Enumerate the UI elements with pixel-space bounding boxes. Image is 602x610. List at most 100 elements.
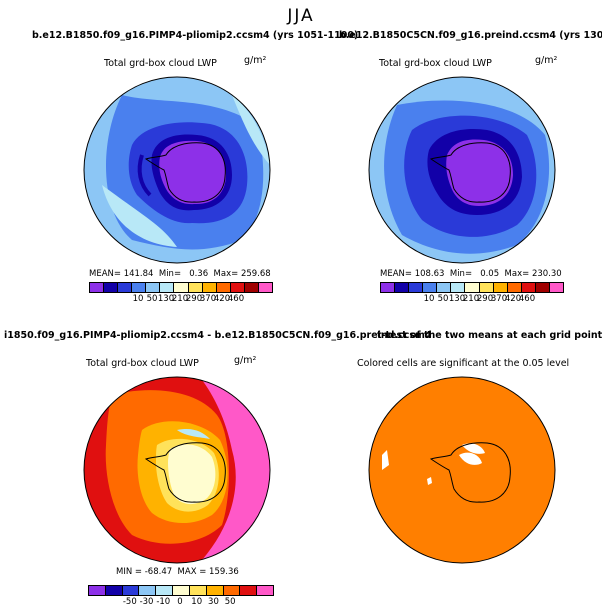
colorbar-label: 370: [199, 294, 217, 304]
colorbar-swatch: [104, 283, 119, 292]
panel2-subtitle: Total grd-box cloud LWP: [379, 58, 492, 69]
colorbar-swatch: [244, 283, 259, 292]
panel4-border: [368, 376, 556, 564]
colorbar-swatch: [240, 586, 258, 595]
panel4-fill-notsig-5: [427, 477, 432, 485]
season-title: JJA: [287, 6, 315, 26]
panel1-title: b.e12.B1850.f09_g16.PIMP4-pliomip2.ccsm4…: [32, 30, 359, 41]
colorbar-swatch: [156, 586, 174, 595]
panel4-subtitle: Colored cells are significant at the 0.0…: [357, 358, 570, 369]
colorbar-label: 50: [224, 597, 236, 607]
colorbar-label: 370: [490, 294, 508, 304]
colorbar-label: 10: [132, 294, 144, 304]
panel1-fill-light: [102, 185, 177, 247]
colorbar-swatch: [173, 586, 190, 595]
panel4-fill-notsig-1: [462, 443, 485, 454]
colorbar-label: 50: [437, 294, 449, 304]
colorbar-swatch: [409, 283, 424, 292]
panel2-title: b.e12.B1850C5CN.f09_g16.preind.ccsm4 (yr…: [339, 30, 602, 41]
panel3-fill-pink: [202, 380, 270, 560]
colorbar-label: 0: [177, 597, 183, 607]
panel3-coastline: [144, 442, 226, 503]
colorbar-swatch: [139, 586, 157, 595]
colorbar-swatch: [395, 283, 410, 292]
colorbar-label: 420: [213, 294, 231, 304]
panel3-border: [83, 376, 271, 564]
panel2-coastline: [429, 142, 511, 203]
colorbar-swatch: [105, 586, 123, 595]
colorbar-swatch: [202, 283, 217, 292]
panel1-subtitle: Total grd-box cloud LWP: [104, 58, 217, 69]
colorbar-swatch: [381, 283, 396, 292]
colorbar-label: 50: [146, 294, 158, 304]
panel2-stats: MEAN= 108.63 Min= 0.05 Max= 230.30: [380, 269, 562, 279]
colorbar-label: 210: [171, 294, 189, 304]
colorbar-label: -50: [122, 597, 137, 607]
colorbar-swatch: [189, 586, 207, 595]
colorbar-swatch: [535, 283, 550, 292]
colorbar-swatch: [206, 586, 224, 595]
colorbar-swatch: [223, 586, 241, 595]
colorbar-swatch: [451, 283, 466, 292]
panel2-colorbar-labels: 10 50 130 210 290 370 420 460: [380, 294, 562, 306]
colorbar-label: 130: [157, 294, 175, 304]
colorbar-swatch: [174, 283, 189, 292]
panel4-fill-notsig-3: [382, 450, 389, 470]
panel4-fill-significant: [369, 377, 555, 563]
panel2-fill-continent: [446, 139, 513, 206]
colorbar-label: 460: [518, 294, 536, 304]
panel3-stats: MIN = -68.47 MAX = 159.36: [116, 567, 239, 577]
colorbar-label: 460: [227, 294, 245, 304]
panel2-units: g/m²: [535, 55, 558, 66]
colorbar-swatch: [216, 283, 231, 292]
colorbar-swatch: [437, 283, 452, 292]
panel3-colorbar-labels: -50 -30 -10 0 10 30 50: [88, 597, 272, 609]
panel3-units: g/m²: [234, 355, 257, 366]
colorbar-swatch: [257, 586, 273, 595]
colorbar-label: 290: [185, 294, 203, 304]
colorbar-swatch: [507, 283, 522, 292]
colorbar-swatch: [122, 586, 140, 595]
colorbar-swatch: [258, 283, 273, 292]
colorbar-swatch: [90, 283, 105, 292]
panel1-fill-continent: [159, 140, 226, 205]
colorbar-swatch: [521, 283, 536, 292]
panel3-colorbar: [88, 585, 274, 596]
colorbar-swatch: [89, 586, 106, 595]
colorbar-label: 290: [476, 294, 494, 304]
colorbar-swatch: [188, 283, 203, 292]
panel4-fill-notsig-2: [459, 452, 482, 465]
panel1-colorbar-labels: 10 50 130 210 290 370 420 460: [89, 294, 271, 306]
panel1-peninsula-fill: [137, 154, 152, 197]
panel4-map: [368, 376, 556, 564]
panel3-map: [83, 376, 271, 564]
panel1-coastline: [144, 142, 226, 203]
panel1-fill-light-2: [232, 95, 270, 165]
panel3-fill-lightblue: [177, 429, 210, 439]
panel4-coastline: [429, 442, 511, 503]
panel1-stats: MEAN= 141.84 Min= 0.36 Max= 259.68: [89, 269, 271, 279]
colorbar-swatch: [493, 283, 508, 292]
colorbar-swatch: [479, 283, 494, 292]
panel1-map: [83, 76, 271, 264]
colorbar-label: 30: [208, 597, 219, 607]
colorbar-swatch: [230, 283, 245, 292]
colorbar-label: 210: [462, 294, 480, 304]
panel1-colorbar: [89, 282, 273, 293]
colorbar-swatch: [146, 283, 161, 292]
colorbar-swatch: [465, 283, 480, 292]
panel3-subtitle: Total grd-box cloud LWP: [86, 358, 199, 369]
colorbar-label: 420: [504, 294, 522, 304]
panel2-colorbar: [380, 282, 564, 293]
colorbar-label: 10: [423, 294, 435, 304]
colorbar-swatch: [118, 283, 133, 292]
panel2-border: [368, 76, 556, 264]
panel1-border: [83, 76, 271, 264]
panel3-fill-cream: [168, 444, 216, 505]
panel3-title: i1850.f09_g16.PIMP4-pliomip2.ccsm4 - b.e…: [4, 330, 432, 341]
colorbar-swatch: [132, 283, 147, 292]
colorbar-swatch: [549, 283, 564, 292]
colorbar-label: 130: [448, 294, 466, 304]
panel4-title: t-test of the two means at each grid poi…: [377, 330, 602, 341]
colorbar-label: -30: [139, 597, 154, 607]
